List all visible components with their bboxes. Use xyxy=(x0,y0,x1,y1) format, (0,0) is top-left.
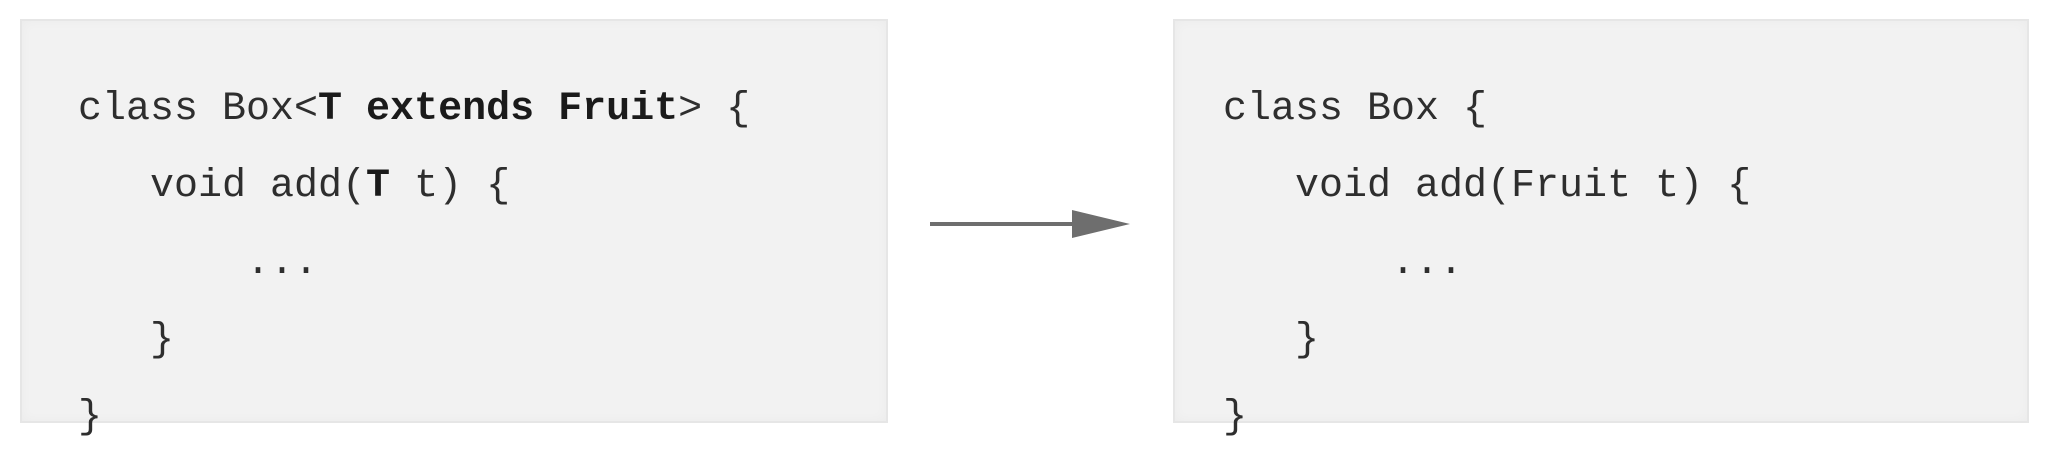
code-token: } xyxy=(1223,318,1320,363)
code-token: ... xyxy=(1223,241,1464,286)
code-line: class Box { xyxy=(1223,71,1751,148)
code-line: ... xyxy=(78,225,750,302)
code-line: } xyxy=(1223,379,1751,456)
code-line: } xyxy=(78,379,750,456)
generic-code-listing: class Box<T extends Fruit> { void add(T … xyxy=(78,71,750,456)
code-token: } xyxy=(78,318,175,363)
code-line: ... xyxy=(1223,225,1751,302)
code-token-bold: T xyxy=(366,164,391,209)
code-token: t) { xyxy=(390,164,511,209)
code-line: } xyxy=(78,302,750,379)
right-arrow-icon xyxy=(930,210,1130,238)
code-token: > { xyxy=(678,87,751,132)
code-token: void add(Fruit t) { xyxy=(1223,164,1752,209)
erased-code-box: class Box { void add(Fruit t) { ... }} xyxy=(1173,19,2029,440)
code-token: } xyxy=(78,395,103,440)
code-line: void add(Fruit t) { xyxy=(1223,148,1751,225)
code-token: class Box< xyxy=(78,87,319,132)
code-line: class Box<T extends Fruit> { xyxy=(78,71,750,148)
generic-code-box: class Box<T extends Fruit> { void add(T … xyxy=(20,19,888,440)
code-token: void add( xyxy=(78,164,367,209)
code-token: } xyxy=(1223,395,1248,440)
code-token: class Box { xyxy=(1223,87,1488,132)
code-line: } xyxy=(1223,302,1751,379)
code-token: ... xyxy=(78,241,319,286)
code-line: void add(T t) { xyxy=(78,148,750,225)
erased-code-listing: class Box { void add(Fruit t) { ... }} xyxy=(1223,71,1751,456)
code-token-bold: T extends Fruit xyxy=(318,87,679,132)
